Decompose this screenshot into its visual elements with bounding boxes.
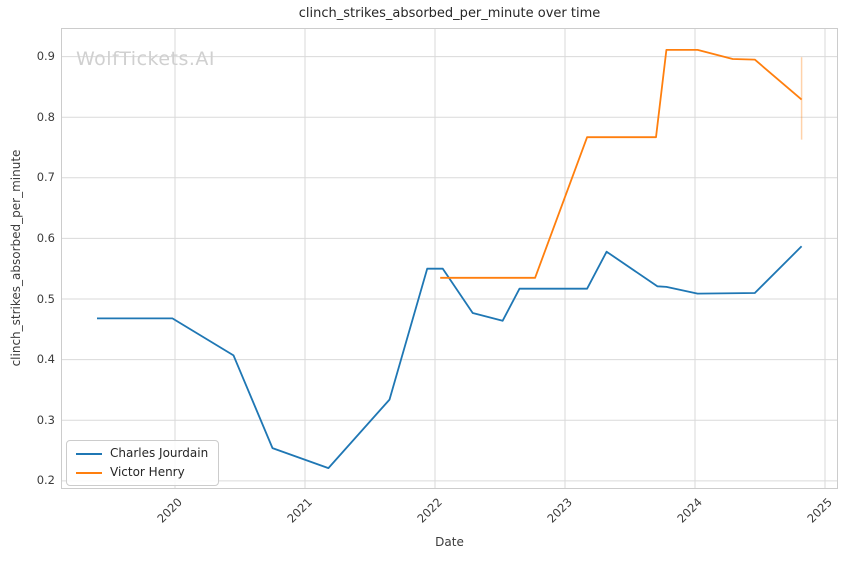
y-tick-label: 0.9 — [36, 49, 55, 64]
chart-title: clinch_strikes_absorbed_per_minute over … — [298, 6, 601, 21]
series-line — [440, 48, 803, 279]
y-axis-label: clinch_strikes_absorbed_per_minute — [9, 149, 23, 367]
series-line — [97, 245, 803, 470]
y-tick-label: 0.4 — [36, 352, 55, 367]
axes-spines — [61, 28, 838, 489]
x-axis-label: Date — [435, 535, 464, 549]
y-tick-label: 0.8 — [36, 109, 55, 124]
legend: Charles Jourdain Victor Henry — [66, 440, 220, 486]
legend-label: Victor Henry — [110, 465, 185, 479]
legend-item: Charles Jourdain — [76, 446, 208, 461]
y-tick-label: 0.2 — [36, 473, 55, 488]
legend-line-swatch-charles-jourdain — [76, 452, 102, 455]
legend-item: Victor Henry — [76, 465, 208, 480]
legend-line-swatch-victor-henry — [76, 471, 102, 474]
y-tick-label: 0.3 — [36, 412, 55, 427]
y-tick-label: 0.5 — [36, 291, 55, 306]
chart-canvas — [61, 28, 838, 489]
legend-label: Charles Jourdain — [110, 446, 209, 460]
y-tick-label: 0.7 — [36, 170, 55, 185]
plot-area: WolfTickets.AI Charles Jourdain Victor H… — [61, 28, 838, 489]
watermark: WolfTickets.AI — [76, 48, 216, 70]
y-tick-label: 0.6 — [36, 230, 55, 245]
